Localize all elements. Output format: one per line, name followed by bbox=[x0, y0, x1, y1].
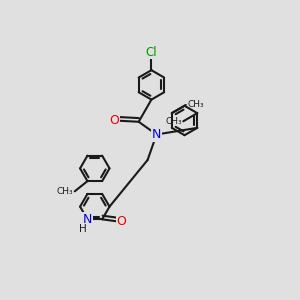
Text: Cl: Cl bbox=[146, 46, 157, 59]
Text: N: N bbox=[152, 128, 161, 141]
Text: O: O bbox=[116, 215, 126, 228]
Text: O: O bbox=[110, 114, 119, 127]
Text: CH₃: CH₃ bbox=[57, 187, 73, 196]
Text: H: H bbox=[79, 224, 87, 234]
Text: CH₃: CH₃ bbox=[165, 117, 182, 126]
Text: CH₃: CH₃ bbox=[187, 100, 204, 109]
Text: N: N bbox=[83, 213, 92, 226]
